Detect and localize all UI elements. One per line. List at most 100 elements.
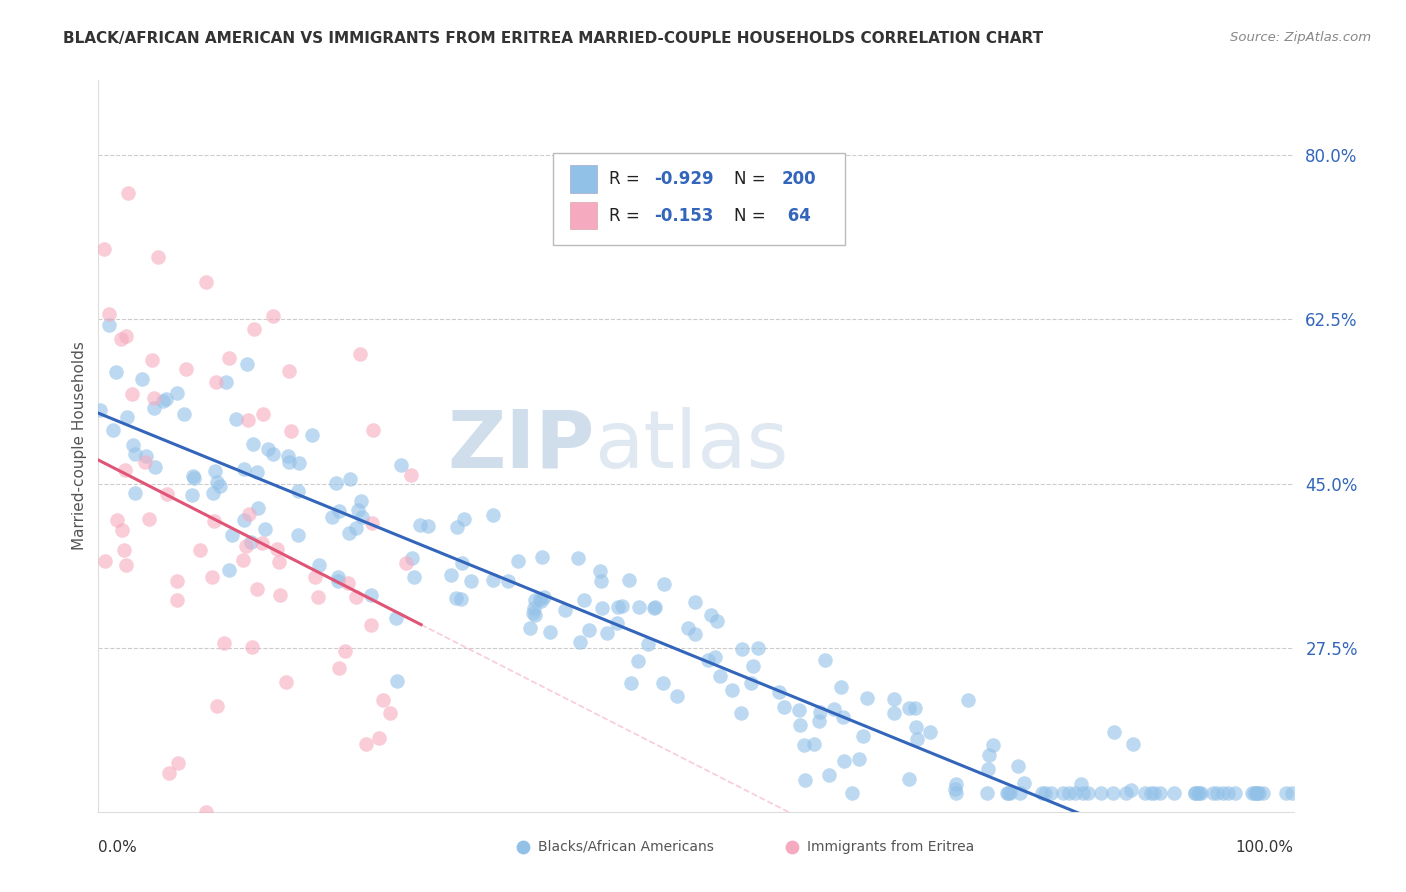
Point xyxy=(101,424,124,438)
Point xyxy=(1007,759,1029,773)
Point xyxy=(823,702,845,716)
Point xyxy=(98,307,121,321)
Point xyxy=(349,347,371,361)
Point xyxy=(905,732,928,747)
Point xyxy=(607,600,630,615)
Point xyxy=(360,589,382,603)
Point xyxy=(205,375,228,389)
Point xyxy=(278,364,301,378)
Point xyxy=(904,720,927,734)
Point xyxy=(1101,786,1123,800)
Point xyxy=(166,385,188,400)
Point xyxy=(696,652,718,666)
Point xyxy=(627,654,650,668)
Point xyxy=(280,424,302,438)
Point xyxy=(183,470,205,484)
Point xyxy=(995,786,1018,800)
Point xyxy=(326,570,349,584)
Point xyxy=(1247,786,1270,800)
Point xyxy=(416,519,439,533)
Point xyxy=(651,676,673,690)
Point xyxy=(721,682,744,697)
Point xyxy=(205,475,228,489)
Point xyxy=(1212,786,1234,800)
Point xyxy=(1119,782,1142,797)
Point xyxy=(174,361,197,376)
Point xyxy=(830,681,852,695)
Point xyxy=(1057,786,1080,800)
Point xyxy=(337,525,360,540)
Point xyxy=(481,573,503,587)
Point xyxy=(115,558,138,573)
Point xyxy=(1064,786,1087,800)
Point xyxy=(221,528,243,542)
Point xyxy=(883,692,905,706)
Point xyxy=(361,516,384,531)
Point xyxy=(371,693,394,707)
Point xyxy=(976,786,998,800)
Point xyxy=(360,617,382,632)
Point xyxy=(529,594,551,608)
Point xyxy=(731,641,754,656)
Point xyxy=(897,700,920,714)
Point xyxy=(344,521,367,535)
Point xyxy=(156,487,179,501)
Text: N =: N = xyxy=(734,170,770,188)
Point xyxy=(1040,786,1063,800)
Point xyxy=(278,455,301,469)
Point xyxy=(105,513,128,527)
Point xyxy=(202,514,225,528)
Point xyxy=(808,714,831,728)
Point xyxy=(141,352,163,367)
Point xyxy=(747,641,769,656)
Point xyxy=(606,615,628,630)
Text: -0.153: -0.153 xyxy=(654,207,713,225)
Point xyxy=(385,611,408,625)
Point xyxy=(328,661,350,675)
Point xyxy=(793,738,815,752)
Text: 200: 200 xyxy=(782,170,817,188)
Point xyxy=(440,568,463,582)
Point xyxy=(685,595,707,609)
Point xyxy=(277,449,299,463)
Point xyxy=(522,606,544,620)
Point xyxy=(202,486,225,500)
Point xyxy=(793,773,815,788)
Point xyxy=(253,523,276,537)
Point xyxy=(389,458,412,472)
Text: ZIP: ZIP xyxy=(447,407,595,485)
Point xyxy=(235,539,257,553)
Point xyxy=(444,591,467,605)
Point xyxy=(1187,786,1209,800)
Point xyxy=(998,786,1021,800)
Point xyxy=(110,333,132,347)
Point xyxy=(200,569,222,583)
Point xyxy=(166,756,188,771)
Point xyxy=(276,675,298,690)
Point xyxy=(519,621,541,635)
Point xyxy=(246,501,269,516)
Point xyxy=(188,543,211,558)
Point xyxy=(956,693,979,707)
Point xyxy=(1201,786,1223,800)
Point xyxy=(135,449,157,463)
Point xyxy=(1189,786,1212,800)
Point xyxy=(321,510,343,524)
Point xyxy=(350,494,373,508)
Point xyxy=(1188,786,1211,800)
Point xyxy=(378,706,401,720)
Point xyxy=(409,518,432,533)
Point xyxy=(356,737,378,751)
Point xyxy=(524,607,547,622)
Y-axis label: Married-couple Households: Married-couple Households xyxy=(72,342,87,550)
Point xyxy=(595,626,617,640)
Point xyxy=(789,718,811,732)
Point xyxy=(269,588,291,602)
Point xyxy=(1243,786,1265,800)
Point xyxy=(246,465,269,479)
Point xyxy=(572,593,595,607)
Point xyxy=(166,574,188,589)
Point xyxy=(218,351,240,365)
Point xyxy=(523,601,546,615)
Point xyxy=(337,575,360,590)
